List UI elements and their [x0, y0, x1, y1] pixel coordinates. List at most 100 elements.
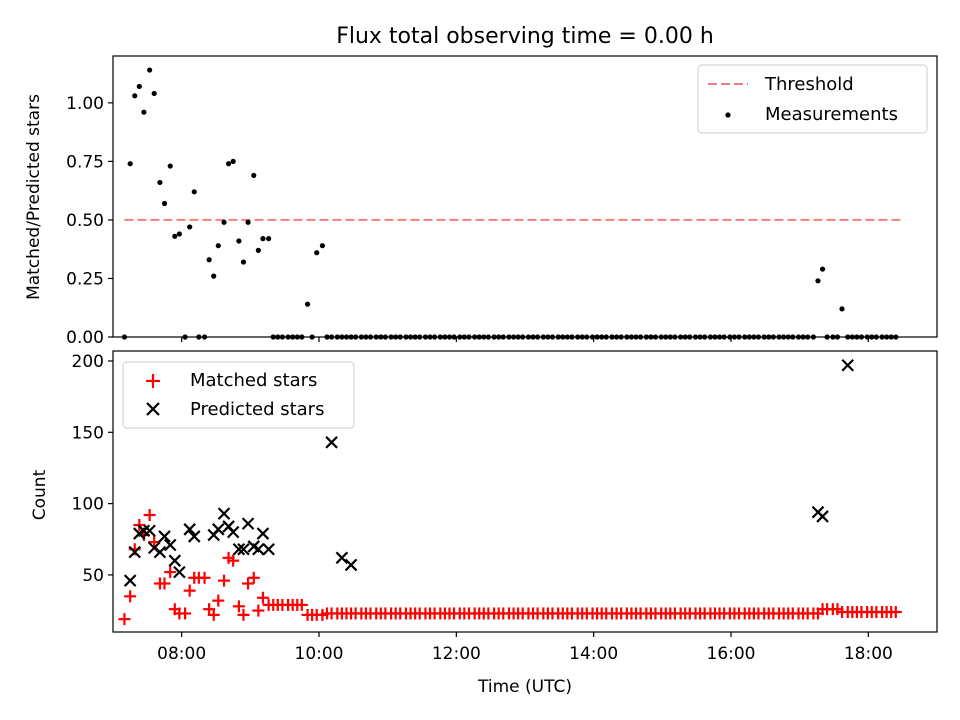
matched-star-point [118, 613, 131, 626]
measurement-point [500, 334, 506, 340]
measurement-point [618, 334, 624, 340]
top-axes: 0.00 0.25 0.50 0.75 1.00 Matched/Predicted s… [24, 55, 938, 348]
measurement-point [451, 334, 457, 340]
predicted-star-point [183, 523, 196, 536]
measurement-point [678, 334, 684, 340]
measurement-point [515, 334, 521, 340]
measurement-point [633, 334, 639, 340]
measurement-point [215, 243, 221, 249]
measurement-point [658, 334, 664, 340]
measurement-point [472, 334, 478, 340]
measurement-point [147, 67, 153, 73]
measurement-point [251, 172, 257, 179]
top-x-ticks [181, 337, 869, 342]
measurement-point [290, 334, 296, 340]
matched-star-point [179, 607, 192, 620]
measurement-point [437, 334, 443, 340]
measurement-point [343, 334, 350, 340]
measurement-point [707, 334, 714, 340]
measurement-point [403, 334, 409, 340]
measurement-point [869, 334, 875, 340]
top-legend-box [697, 64, 928, 134]
predicted-star-point [128, 545, 142, 559]
measurement-point [663, 334, 669, 340]
measurement-point [506, 334, 512, 340]
measurement-point [121, 334, 128, 340]
measurement-point [731, 334, 738, 340]
legend-predicted-swatch [146, 402, 160, 416]
measurement-point [888, 334, 894, 340]
measurement-point [672, 334, 678, 340]
top-y-axis-label: Matched/Predicted stars [24, 94, 44, 300]
measurement-point [873, 334, 879, 340]
top-y-tick-label: 0.25 [66, 269, 104, 289]
predicted-star-point [841, 358, 855, 372]
measurement-point [648, 334, 654, 340]
measurement-point [643, 334, 649, 340]
matched-star-point [124, 590, 137, 603]
x-tick-label: 08:00 [157, 644, 206, 664]
measurement-point [412, 334, 418, 340]
x-axis-label: Time (UTC) [477, 677, 572, 697]
predicted-star-point [187, 530, 201, 543]
measurement-point [785, 334, 791, 340]
measurement-point [549, 334, 556, 340]
predicted-star-point [158, 530, 171, 543]
measurement-point [348, 334, 354, 340]
measurement-point [716, 334, 723, 340]
x-tick-label: 12:00 [432, 644, 481, 664]
measurement-point [236, 238, 242, 244]
matched-star-point [183, 584, 196, 597]
measurement-point [304, 301, 311, 307]
matched-star-point [232, 600, 245, 613]
predicted-star-point [137, 524, 151, 538]
top-y-ticks: 0.00 0.25 0.50 0.75 1.00 [66, 94, 113, 348]
measurement-point [682, 334, 688, 340]
matched-star-point [252, 604, 265, 617]
measurement-point [363, 334, 369, 340]
bottom-y-tick-label: 50 [82, 566, 104, 586]
measurement-point [260, 236, 266, 242]
predicted-star-point [237, 542, 250, 556]
measurement-point [476, 334, 482, 340]
measurement-point [285, 334, 291, 340]
measurement-point [457, 334, 463, 340]
measurement-point [721, 334, 727, 340]
measurement-point [382, 334, 388, 340]
measurement-point [727, 334, 733, 340]
top-y-tick-label: 0.00 [66, 328, 104, 348]
predicted-star-point [325, 436, 338, 449]
predicted-star-point [241, 517, 255, 530]
predicted-star-point [232, 542, 246, 556]
measurement-point [613, 334, 620, 340]
measurement-point [849, 334, 855, 340]
measurement-point [864, 334, 870, 340]
measurement-point [266, 236, 272, 242]
measurement-point [603, 334, 609, 340]
measurement-point [191, 189, 197, 195]
predicted-star-point [168, 554, 182, 567]
measurement-point [324, 334, 330, 340]
measurement-point [427, 334, 433, 340]
x-tick-label: 18:00 [844, 644, 893, 664]
measurement-point [397, 334, 403, 340]
measurement-point [637, 334, 644, 340]
top-y-tick-label: 1.00 [66, 94, 104, 114]
predicted-star-point [143, 524, 156, 538]
measurement-point [834, 334, 841, 340]
measurement-point [485, 334, 491, 340]
top-y-tick-label: 0.75 [66, 152, 104, 172]
matched-star-point [164, 566, 177, 579]
measurement-point [575, 334, 581, 340]
measurement-point [742, 334, 748, 340]
measurement-point [407, 334, 414, 340]
matched-star-point [212, 594, 225, 607]
measurement-point [466, 334, 472, 340]
measurement-point [858, 334, 865, 340]
measurement-point [854, 334, 860, 340]
x-tick-label: 16:00 [707, 644, 756, 664]
matched-stars-points [118, 509, 902, 626]
measurement-point [755, 334, 762, 340]
measurement-point [781, 334, 787, 340]
